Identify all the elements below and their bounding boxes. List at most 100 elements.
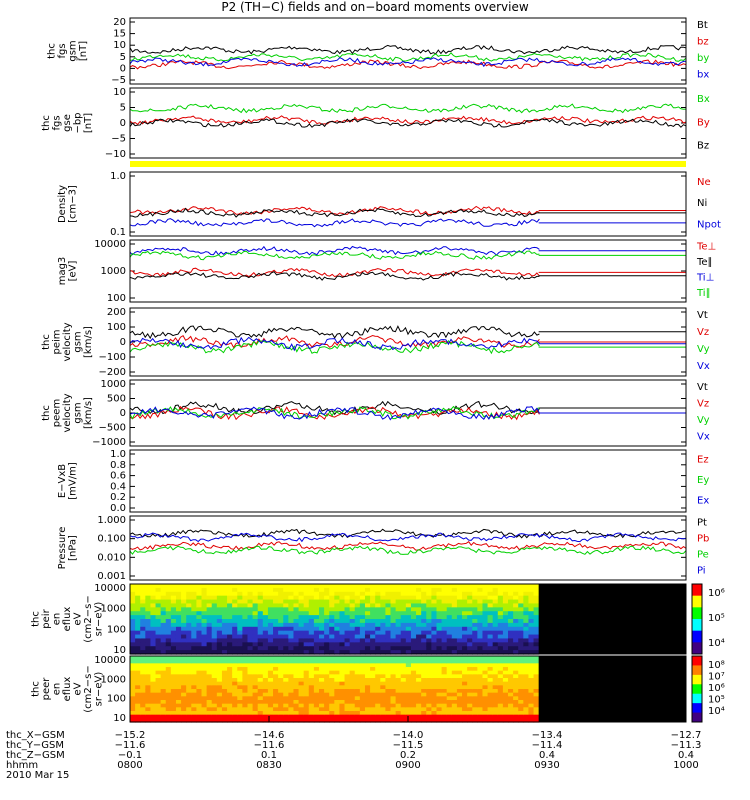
spectrogram-cell bbox=[267, 603, 274, 608]
colorbar-segment bbox=[692, 665, 702, 676]
spectrogram-cell bbox=[533, 595, 540, 601]
colorbar-segment bbox=[692, 607, 702, 620]
spectrogram-cell bbox=[135, 599, 141, 605]
spectrogram-cell bbox=[165, 707, 172, 712]
spectrogram-cell bbox=[206, 718, 213, 723]
axis-label: velocity bbox=[62, 322, 73, 361]
spectrogram-cell bbox=[405, 646, 412, 651]
spectrogram bbox=[130, 656, 540, 723]
axis-label: sr−eV) bbox=[94, 602, 105, 637]
spectrogram-cell bbox=[140, 650, 146, 655]
spectrogram-cell bbox=[135, 711, 141, 716]
spectrogram-cell bbox=[252, 587, 259, 593]
spectrogram-cell bbox=[262, 619, 269, 624]
spectrogram-cell bbox=[278, 591, 284, 597]
spectrogram-cell bbox=[155, 619, 162, 624]
spectrogram-cell bbox=[334, 638, 341, 643]
spectrogram-cell bbox=[267, 584, 274, 589]
spectrogram-cell bbox=[135, 700, 141, 705]
spectrogram-cell bbox=[227, 622, 233, 628]
axis-label: mag3 bbox=[57, 257, 68, 286]
spectrogram-cell bbox=[518, 681, 524, 686]
spectrogram-cell bbox=[528, 650, 535, 655]
spectrogram-cell bbox=[436, 587, 443, 593]
spectrogram-cell bbox=[319, 656, 325, 661]
spectrogram-cell bbox=[313, 711, 320, 716]
spectrogram-cell bbox=[334, 646, 341, 651]
spectrogram-cell bbox=[267, 638, 274, 643]
spectrogram-cell bbox=[140, 599, 146, 605]
spectrogram-cell bbox=[150, 622, 157, 628]
spectrogram-cell bbox=[339, 607, 346, 612]
spectrogram-cell bbox=[492, 650, 499, 655]
spectrogram-cell bbox=[421, 685, 427, 690]
spectrogram-cell bbox=[283, 650, 289, 655]
spectrogram-cell bbox=[400, 599, 407, 605]
spectrogram-cell bbox=[135, 607, 141, 612]
spectrogram-cell bbox=[247, 587, 254, 593]
spectrogram-cell bbox=[492, 603, 499, 608]
spectrogram-cell bbox=[298, 685, 305, 690]
colorbar-segment bbox=[692, 674, 702, 685]
spectrogram-cell bbox=[533, 663, 540, 668]
spectrogram-cell bbox=[487, 711, 494, 716]
spectrogram-cell bbox=[492, 696, 499, 701]
spectrogram-cell bbox=[364, 670, 371, 675]
spectrogram-cell bbox=[400, 700, 407, 705]
tick-label: 0 bbox=[120, 118, 126, 129]
spectrogram-cell bbox=[344, 700, 351, 705]
spectrogram-cell bbox=[375, 622, 381, 628]
spectrogram-cell bbox=[303, 711, 310, 716]
spectrogram-cell bbox=[339, 718, 346, 723]
spectrogram-cell bbox=[533, 646, 540, 651]
spectrogram-cell bbox=[528, 696, 535, 701]
spectrogram-cell bbox=[436, 707, 443, 712]
spectrogram-cell bbox=[201, 646, 208, 651]
spectrogram-cell bbox=[216, 599, 223, 605]
spectrogram-cell bbox=[140, 714, 146, 719]
spectrogram-cell bbox=[237, 626, 243, 632]
spectrogram-cell bbox=[518, 714, 524, 719]
spectrogram-cell bbox=[502, 678, 509, 683]
spectrogram-cell bbox=[354, 681, 361, 686]
axis-label: [mV/m] bbox=[67, 462, 78, 500]
spectrogram-cell bbox=[324, 711, 330, 716]
spectrogram-cell bbox=[181, 619, 187, 624]
spectrogram-cell bbox=[278, 659, 284, 664]
spectrogram-cell bbox=[298, 626, 305, 632]
series-line-Npot bbox=[129, 218, 540, 228]
spectrogram-cell bbox=[262, 638, 269, 643]
spectrogram-cell bbox=[523, 714, 530, 719]
spectrogram-cell bbox=[319, 714, 325, 719]
spectrogram-cell bbox=[150, 681, 157, 686]
spectrogram-cell bbox=[349, 642, 356, 647]
spectrogram-cell bbox=[303, 714, 310, 719]
spectrogram-cell bbox=[298, 591, 305, 597]
spectrogram-cell bbox=[380, 714, 387, 719]
spectrogram-cell bbox=[354, 599, 361, 605]
spectrogram-cell bbox=[385, 587, 392, 593]
spectrogram-cell bbox=[364, 674, 371, 679]
spectrogram-cell bbox=[211, 599, 218, 605]
spectrogram-cell bbox=[237, 622, 243, 628]
spectrogram-cell bbox=[375, 584, 381, 589]
spectrogram-cell bbox=[492, 674, 499, 679]
spectrogram-cell bbox=[303, 611, 310, 616]
spectrogram-cell bbox=[482, 696, 489, 701]
spectrogram-cell bbox=[502, 692, 509, 697]
spectrogram-cell bbox=[160, 587, 167, 593]
spectrogram-cell bbox=[462, 707, 468, 712]
spectrogram-cell bbox=[155, 599, 162, 605]
spectrogram-cell bbox=[359, 700, 366, 705]
spectrogram-cell bbox=[364, 646, 371, 651]
spectrogram-cell bbox=[395, 619, 402, 624]
spectrogram-cell bbox=[313, 674, 320, 679]
spectrogram-cell bbox=[298, 619, 305, 624]
spectrogram-cell bbox=[293, 703, 300, 708]
spectrogram-cell bbox=[451, 634, 458, 640]
spectrogram-cell bbox=[451, 599, 458, 605]
spectrogram-cell bbox=[518, 707, 524, 712]
spectrogram-cell bbox=[186, 638, 192, 643]
spectrogram-cell bbox=[232, 599, 238, 605]
spectrogram-cell bbox=[354, 703, 361, 708]
